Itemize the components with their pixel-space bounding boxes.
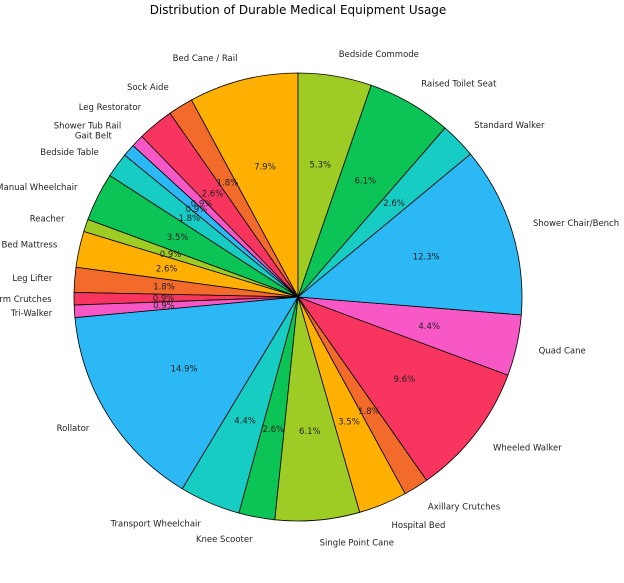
- pct-label-hospital-bed: 3.5%: [338, 417, 360, 427]
- pct-label-leg-lifter: 1.8%: [153, 283, 175, 293]
- category-label-bedside-commode: Bedside Commode: [339, 50, 419, 60]
- pct-label-wheeled-walker: 9.6%: [394, 375, 416, 385]
- pie-slice-wheeled-walker: [297, 296, 509, 481]
- pct-label-tri-walker: 0.9%: [153, 302, 175, 312]
- category-labels: Bed Cane / Rail Sock Aide Leg Restorator Sh…: [0, 50, 619, 548]
- category-label-quad-cane: Quad Cane: [539, 346, 586, 356]
- pct-label-bed-cane-rail: 7.9%: [254, 163, 276, 173]
- pct-label-standard-walker: 2.6%: [383, 199, 405, 209]
- pct-label-axillary-crutches: 1.8%: [358, 407, 380, 417]
- category-label-axillary-crutches: Axillary Crutches: [428, 502, 501, 512]
- category-label-reacher: Reacher: [30, 214, 65, 224]
- pct-label-shower-chair-bench: 12.3%: [413, 253, 440, 263]
- category-label-gait-belt: Gait Belt: [75, 132, 113, 142]
- pie-slice-bedside-commode: [297, 72, 372, 298]
- pct-label-leg-restorator: 2.6%: [202, 189, 224, 199]
- category-label-transport-wheelchair: Transport Wheelchair: [110, 520, 202, 530]
- chart-title: Distribution of Durable Medical Equipmen…: [150, 3, 447, 17]
- category-label-bedside-table: Bedside Table: [40, 148, 99, 158]
- pct-label-rollator: 14.9%: [171, 364, 198, 374]
- pct-label-gait-belt: 0.9%: [186, 205, 208, 215]
- category-label-shower-chair-bench: Shower Chair/Bench: [533, 219, 619, 229]
- category-label-single-point-cane: Single Point Cane: [320, 538, 394, 548]
- pct-label-forearm-crutches: 0.9%: [153, 294, 175, 304]
- pct-label-shower-tub-rail: 0.9%: [191, 199, 213, 209]
- category-label-leg-restorator: Leg Restorator: [79, 103, 142, 113]
- category-label-bed-mattress: Bed Mattress: [2, 240, 58, 250]
- category-label-hospital-bed: Hospital Bed: [392, 521, 446, 531]
- pie-slice-rollator: [74, 296, 299, 490]
- pct-label-bed-mattress: 2.6%: [156, 264, 178, 274]
- category-label-wheeled-walker: Wheeled Walker: [493, 444, 562, 454]
- pct-label-knee-scooter: 2.6%: [262, 425, 284, 435]
- category-label-standard-walker: Standard Walker: [474, 121, 545, 131]
- category-label-sock-aide: Sock Aide: [127, 83, 169, 93]
- percentage-labels: 7.9%1.8%2.6%0.9%0.9%1.8%3.5%0.9%2.6%1.8%…: [153, 161, 440, 437]
- category-label-leg-lifter: Leg Lifter: [12, 274, 52, 284]
- category-label-manual-wheelchair: Manual Wheelchair: [0, 183, 78, 193]
- pct-label-transport-wheelchair: 4.4%: [234, 417, 256, 427]
- pie-slice-shower-chair-bench: [297, 153, 523, 316]
- category-label-bed-cane-rail: Bed Cane / Rail: [173, 54, 238, 64]
- category-label-forearm-crutches: Forearm Crutches: [0, 295, 52, 305]
- pct-label-bedside-table: 1.8%: [178, 214, 200, 224]
- category-label-shower-tub-rail: Shower Tub Rail: [54, 121, 121, 131]
- pie-slice-bed-cane-rail: [191, 72, 299, 298]
- pct-label-quad-cane: 4.4%: [418, 322, 440, 332]
- pct-label-raised-toilet-seat: 6.1%: [354, 177, 376, 187]
- pie-slices: [73, 72, 523, 522]
- category-label-rollator: Rollator: [57, 424, 90, 434]
- pct-label-sock-aide: 1.8%: [217, 179, 239, 189]
- category-label-tri-walker: Tri-Walker: [10, 309, 53, 319]
- pct-label-bedside-commode: 5.3%: [309, 161, 331, 171]
- category-label-raised-toilet-seat: Raised Toilet Seat: [421, 80, 497, 90]
- pct-label-single-point-cane: 6.1%: [299, 427, 321, 437]
- category-label-knee-scooter: Knee Scooter: [196, 535, 253, 545]
- pct-label-manual-wheelchair: 3.5%: [167, 233, 189, 243]
- pct-label-reacher: 0.9%: [160, 250, 182, 260]
